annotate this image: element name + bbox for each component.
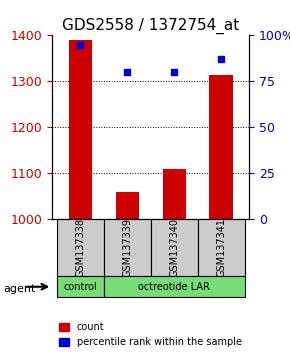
Text: agent: agent [3, 284, 35, 293]
FancyBboxPatch shape [57, 276, 104, 297]
Text: GSM137339: GSM137339 [122, 218, 132, 277]
Bar [209, 75, 233, 219]
Text: GSM137340: GSM137340 [169, 218, 179, 277]
Legend: count, percentile rank within the sample: count, percentile rank within the sample [57, 320, 243, 349]
FancyBboxPatch shape [198, 219, 245, 276]
Bar [116, 192, 139, 219]
Title: GDS2558 / 1372754_at: GDS2558 / 1372754_at [62, 18, 240, 34]
Text: octreotide LAR: octreotide LAR [138, 282, 210, 292]
Text: GSM137341: GSM137341 [216, 218, 226, 277]
FancyBboxPatch shape [104, 219, 151, 276]
FancyBboxPatch shape [57, 219, 104, 276]
Text: control: control [64, 282, 97, 292]
Bar [162, 169, 186, 219]
Bar [69, 40, 92, 219]
Text: GSM137338: GSM137338 [75, 218, 85, 277]
FancyBboxPatch shape [104, 276, 245, 297]
FancyBboxPatch shape [151, 219, 198, 276]
